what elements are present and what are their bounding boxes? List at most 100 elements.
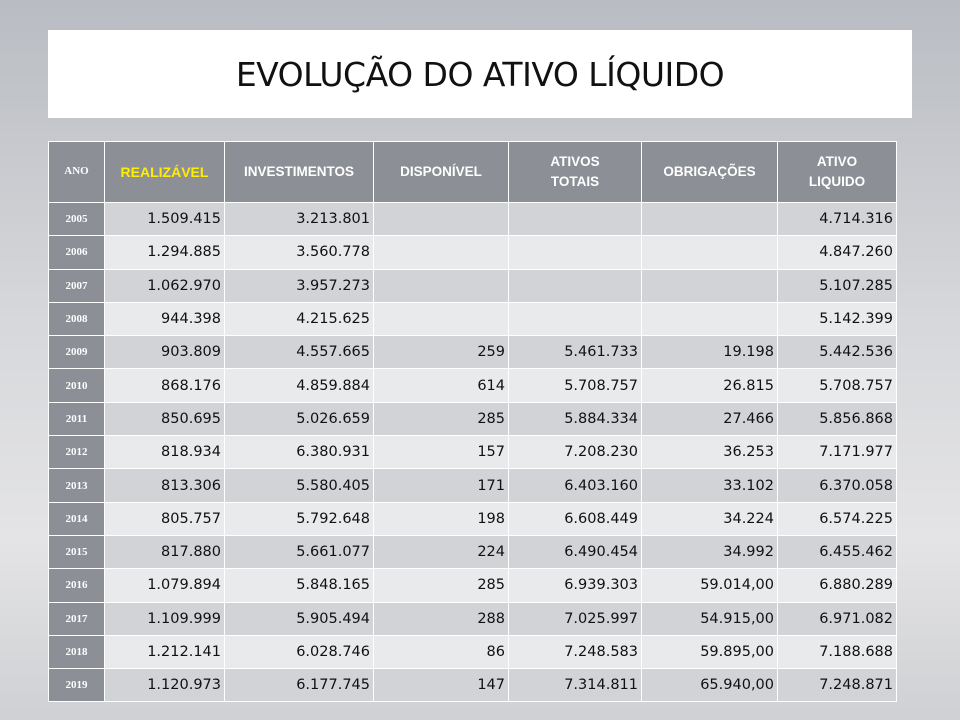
cell-ativo-liquido: 7.188.688 [777,634,897,670]
cell-ativo-liquido: 5.856.868 [777,401,897,437]
cell-ativo-liquido: 4.847.260 [777,235,897,270]
cell-ano: 2010 [48,368,105,403]
cell-investimentos: 5.580.405 [224,468,374,503]
cell-ativo-liquido: 5.107.285 [777,268,897,303]
table-row: 2014 805.757 5.792.648 198 6.608.449 34.224 6.… [48,501,897,536]
cell-realizavel: 868.176 [104,368,225,403]
cell-obrigacoes: 26.815 [641,368,778,403]
table-row: 2013 813.306 5.580.405 171 6.403.160 33.102 6.… [48,468,897,503]
cell-obrigacoes [641,235,778,270]
header-realizavel: REALIZÁVEL [104,141,225,203]
cell-ano: 2006 [48,235,105,270]
table-header-row: ANO REALIZÁVEL INVESTIMENTOS DISPONÍVEL … [48,141,897,203]
cell-ano: 2011 [48,401,105,437]
cell-ativos-totais [508,268,642,303]
table-row: 2005 1.509.415 3.213.801 4.714.316 [48,201,897,237]
table-row: 2009 903.809 4.557.665 259 5.461.733 19.198 5.… [48,335,897,370]
cell-ano: 2012 [48,435,105,470]
cell-investimentos: 3.560.778 [224,235,374,270]
cell-ativo-liquido: 6.370.058 [777,468,897,503]
cell-disponivel: 288 [373,601,509,636]
cell-ano: 2005 [48,201,105,237]
cell-obrigacoes: 65.940,00 [641,668,778,703]
cell-ativo-liquido: 6.971.082 [777,601,897,636]
cell-disponivel: 171 [373,468,509,503]
cell-realizavel: 813.306 [104,468,225,503]
cell-obrigacoes: 33.102 [641,468,778,503]
cell-ativos-totais: 7.248.583 [508,634,642,670]
table-row: 2010 868.176 4.859.884 614 5.708.757 26.815 5.… [48,368,897,403]
cell-investimentos: 6.028.746 [224,634,374,670]
cell-disponivel: 147 [373,668,509,703]
cell-disponivel: 285 [373,568,509,603]
cell-ativos-totais: 6.608.449 [508,501,642,536]
cell-ativo-liquido: 7.171.977 [777,435,897,470]
cell-obrigacoes: 34.224 [641,501,778,536]
cell-ano: 2015 [48,534,105,570]
cell-ativo-liquido: 4.714.316 [777,201,897,237]
cell-investimentos: 4.859.884 [224,368,374,403]
cell-ano: 2016 [48,568,105,603]
cell-realizavel: 944.398 [104,301,225,337]
cell-obrigacoes: 54.915,00 [641,601,778,636]
header-investimentos: INVESTIMENTOS [224,141,374,203]
table-row: 2019 1.120.973 6.177.745 147 7.314.811 65.940… [48,668,897,703]
table-row: 2012 818.934 6.380.931 157 7.208.230 36.253 7.… [48,435,897,470]
table-row: 2008 944.398 4.215.625 5.142.399 [48,301,897,337]
cell-realizavel: 817.880 [104,534,225,570]
cell-ativos-totais: 7.025.997 [508,601,642,636]
cell-investimentos: 5.848.165 [224,568,374,603]
cell-disponivel: 224 [373,534,509,570]
table-body: 2005 1.509.415 3.213.801 4.714.316 2006 1.294… [48,201,897,703]
cell-investimentos: 3.957.273 [224,268,374,303]
cell-obrigacoes [641,201,778,237]
cell-realizavel: 903.809 [104,335,225,370]
cell-obrigacoes: 36.253 [641,435,778,470]
table-row: 2011 850.695 5.026.659 285 5.884.334 27.466 5.… [48,401,897,437]
cell-obrigacoes: 19.198 [641,335,778,370]
ativo-liquido-table: ANO REALIZÁVEL INVESTIMENTOS DISPONÍVEL … [48,141,897,703]
header-obrigacoes: OBRIGAÇÕES [641,141,778,203]
cell-realizavel: 1.062.970 [104,268,225,303]
cell-ativo-liquido: 6.574.225 [777,501,897,536]
cell-ativos-totais: 5.708.757 [508,368,642,403]
cell-ativo-liquido: 6.880.289 [777,568,897,603]
table-row: 2016 1.079.894 5.848.165 285 6.939.303 59.014… [48,568,897,603]
cell-realizavel: 850.695 [104,401,225,437]
cell-ativo-liquido: 5.442.536 [777,335,897,370]
cell-ativos-totais: 5.884.334 [508,401,642,437]
cell-realizavel: 1.120.973 [104,668,225,703]
cell-disponivel [373,201,509,237]
cell-ano: 2013 [48,468,105,503]
table-row: 2017 1.109.999 5.905.494 288 7.025.997 54.915… [48,601,897,636]
cell-ativo-liquido: 6.455.462 [777,534,897,570]
cell-ativos-totais [508,301,642,337]
cell-realizavel: 818.934 [104,435,225,470]
cell-obrigacoes [641,301,778,337]
header-ativo-liquido: ATIVO LIQUIDO [777,141,897,203]
cell-obrigacoes [641,268,778,303]
cell-ativos-totais [508,235,642,270]
cell-investimentos: 5.026.659 [224,401,374,437]
cell-obrigacoes: 34.992 [641,534,778,570]
cell-investimentos: 3.213.801 [224,201,374,237]
cell-realizavel: 1.294.885 [104,235,225,270]
cell-investimentos: 5.792.648 [224,501,374,536]
cell-disponivel: 614 [373,368,509,403]
cell-ano: 2014 [48,501,105,536]
header-ativos-totais: ATIVOS TOTAIS [508,141,642,203]
cell-disponivel [373,301,509,337]
cell-ativos-totais: 6.939.303 [508,568,642,603]
cell-ano: 2017 [48,601,105,636]
cell-ativo-liquido: 7.248.871 [777,668,897,703]
table-row: 2015 817.880 5.661.077 224 6.490.454 34.992 6.… [48,534,897,570]
cell-investimentos: 4.557.665 [224,335,374,370]
cell-investimentos: 5.661.077 [224,534,374,570]
cell-ano: 2007 [48,268,105,303]
cell-obrigacoes: 27.466 [641,401,778,437]
cell-realizavel: 1.509.415 [104,201,225,237]
cell-disponivel: 259 [373,335,509,370]
cell-disponivel: 198 [373,501,509,536]
cell-investimentos: 5.905.494 [224,601,374,636]
cell-ativos-totais: 5.461.733 [508,335,642,370]
